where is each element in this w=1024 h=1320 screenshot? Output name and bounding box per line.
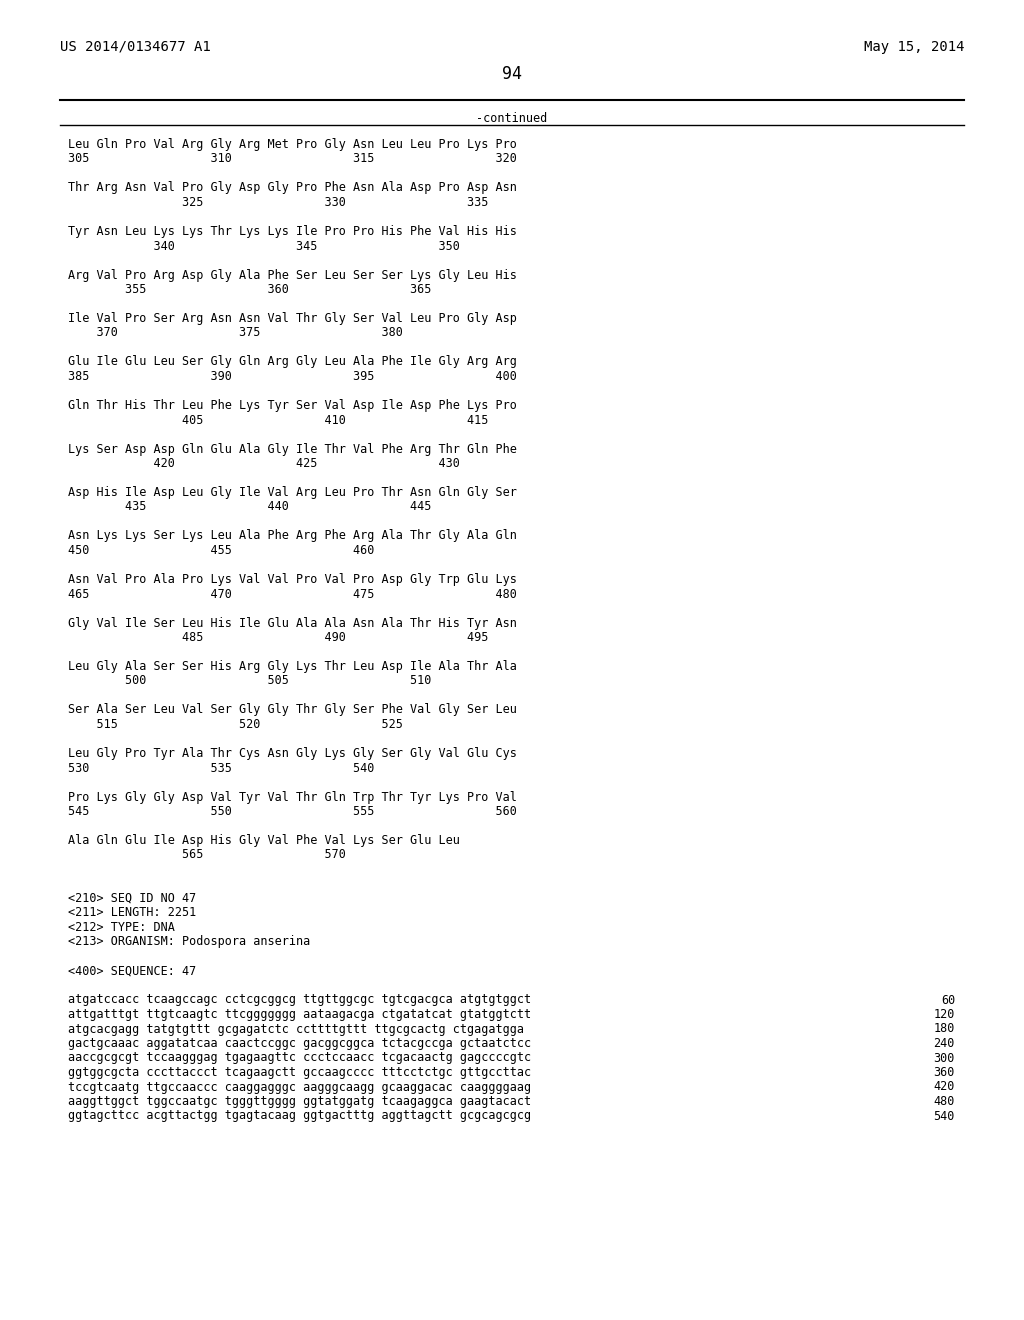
Text: aaggttggct tggccaatgc tgggttgggg ggtatggatg tcaagaggca gaagtacact: aaggttggct tggccaatgc tgggttgggg ggtatgg… <box>68 1096 531 1107</box>
Text: 94: 94 <box>502 65 522 83</box>
Text: 180: 180 <box>934 1023 955 1035</box>
Text: Leu Gly Ala Ser Ser His Arg Gly Lys Thr Leu Asp Ile Ala Thr Ala: Leu Gly Ala Ser Ser His Arg Gly Lys Thr … <box>68 660 517 673</box>
Text: Arg Val Pro Arg Asp Gly Ala Phe Ser Leu Ser Ser Lys Gly Leu His: Arg Val Pro Arg Asp Gly Ala Phe Ser Leu … <box>68 268 517 281</box>
Text: 435                 440                 445: 435 440 445 <box>68 500 431 513</box>
Text: Leu Gly Pro Tyr Ala Thr Cys Asn Gly Lys Gly Ser Gly Val Glu Cys: Leu Gly Pro Tyr Ala Thr Cys Asn Gly Lys … <box>68 747 517 760</box>
Text: 515                 520                 525: 515 520 525 <box>68 718 402 731</box>
Text: 385                 390                 395                 400: 385 390 395 400 <box>68 370 517 383</box>
Text: 420                 425                 430: 420 425 430 <box>68 457 460 470</box>
Text: Ile Val Pro Ser Arg Asn Asn Val Thr Gly Ser Val Leu Pro Gly Asp: Ile Val Pro Ser Arg Asn Asn Val Thr Gly … <box>68 312 517 325</box>
Text: 300: 300 <box>934 1052 955 1064</box>
Text: Asn Lys Lys Ser Lys Leu Ala Phe Arg Phe Arg Ala Thr Gly Ala Gln: Asn Lys Lys Ser Lys Leu Ala Phe Arg Phe … <box>68 529 517 543</box>
Text: Ser Ala Ser Leu Val Ser Gly Gly Thr Gly Ser Phe Val Gly Ser Leu: Ser Ala Ser Leu Val Ser Gly Gly Thr Gly … <box>68 704 517 717</box>
Text: 305                 310                 315                 320: 305 310 315 320 <box>68 153 517 165</box>
Text: 370                 375                 380: 370 375 380 <box>68 326 402 339</box>
Text: -continued: -continued <box>476 112 548 125</box>
Text: Leu Gln Pro Val Arg Gly Arg Met Pro Gly Asn Leu Leu Pro Lys Pro: Leu Gln Pro Val Arg Gly Arg Met Pro Gly … <box>68 139 517 150</box>
Text: US 2014/0134677 A1: US 2014/0134677 A1 <box>60 40 211 54</box>
Text: aaccgcgcgt tccaagggag tgagaagttc ccctccaacc tcgacaactg gagccccgtc: aaccgcgcgt tccaagggag tgagaagttc ccctcca… <box>68 1052 531 1064</box>
Text: 485                 490                 495: 485 490 495 <box>68 631 488 644</box>
Text: 480: 480 <box>934 1096 955 1107</box>
Text: Asn Val Pro Ala Pro Lys Val Val Pro Val Pro Asp Gly Trp Glu Lys: Asn Val Pro Ala Pro Lys Val Val Pro Val … <box>68 573 517 586</box>
Text: 565                 570: 565 570 <box>68 849 346 862</box>
Text: attgatttgt ttgtcaagtc ttcggggggg aataagacga ctgatatcat gtatggtctt: attgatttgt ttgtcaagtc ttcggggggg aataaga… <box>68 1008 531 1020</box>
Text: <211> LENGTH: 2251: <211> LENGTH: 2251 <box>68 907 197 920</box>
Text: 500                 505                 510: 500 505 510 <box>68 675 431 688</box>
Text: 120: 120 <box>934 1008 955 1020</box>
Text: 545                 550                 555                 560: 545 550 555 560 <box>68 805 517 818</box>
Text: 360: 360 <box>934 1067 955 1078</box>
Text: atgcacgagg tatgtgttt gcgagatctc ccttttgttt ttgcgcactg ctgagatgga: atgcacgagg tatgtgttt gcgagatctc ccttttgt… <box>68 1023 524 1035</box>
Text: Tyr Asn Leu Lys Lys Thr Lys Lys Ile Pro Pro His Phe Val His His: Tyr Asn Leu Lys Lys Thr Lys Lys Ile Pro … <box>68 224 517 238</box>
Text: 405                 410                 415: 405 410 415 <box>68 413 488 426</box>
Text: ggtggcgcta cccttaccct tcagaagctt gccaagcccc tttcctctgc gttgccttac: ggtggcgcta cccttaccct tcagaagctt gccaagc… <box>68 1067 531 1078</box>
Text: <210> SEQ ID NO 47: <210> SEQ ID NO 47 <box>68 892 197 906</box>
Text: ggtagcttcc acgttactgg tgagtacaag ggtgactttg aggttagctt gcgcagcgcg: ggtagcttcc acgttactgg tgagtacaag ggtgact… <box>68 1110 531 1122</box>
Text: 60: 60 <box>941 994 955 1006</box>
Text: 540: 540 <box>934 1110 955 1122</box>
Text: Gln Thr His Thr Leu Phe Lys Tyr Ser Val Asp Ile Asp Phe Lys Pro: Gln Thr His Thr Leu Phe Lys Tyr Ser Val … <box>68 399 517 412</box>
Text: Thr Arg Asn Val Pro Gly Asp Gly Pro Phe Asn Ala Asp Pro Asp Asn: Thr Arg Asn Val Pro Gly Asp Gly Pro Phe … <box>68 181 517 194</box>
Text: Glu Ile Glu Leu Ser Gly Gln Arg Gly Leu Ala Phe Ile Gly Arg Arg: Glu Ile Glu Leu Ser Gly Gln Arg Gly Leu … <box>68 355 517 368</box>
Text: atgatccacc tcaagccagc cctcgcggcg ttgttggcgc tgtcgacgca atgtgtggct: atgatccacc tcaagccagc cctcgcggcg ttgttgg… <box>68 994 531 1006</box>
Text: <400> SEQUENCE: 47: <400> SEQUENCE: 47 <box>68 965 197 978</box>
Text: Pro Lys Gly Gly Asp Val Tyr Val Thr Gln Trp Thr Tyr Lys Pro Val: Pro Lys Gly Gly Asp Val Tyr Val Thr Gln … <box>68 791 517 804</box>
Text: Lys Ser Asp Asp Gln Glu Ala Gly Ile Thr Val Phe Arg Thr Gln Phe: Lys Ser Asp Asp Gln Glu Ala Gly Ile Thr … <box>68 442 517 455</box>
Text: 465                 470                 475                 480: 465 470 475 480 <box>68 587 517 601</box>
Text: 450                 455                 460: 450 455 460 <box>68 544 375 557</box>
Text: gactgcaaac aggatatcaa caactccggc gacggcggca tctacgccga gctaatctcc: gactgcaaac aggatatcaa caactccggc gacggcg… <box>68 1038 531 1049</box>
Text: Ala Gln Glu Ile Asp His Gly Val Phe Val Lys Ser Glu Leu: Ala Gln Glu Ile Asp His Gly Val Phe Val … <box>68 834 460 847</box>
Text: Asp His Ile Asp Leu Gly Ile Val Arg Leu Pro Thr Asn Gln Gly Ser: Asp His Ile Asp Leu Gly Ile Val Arg Leu … <box>68 486 517 499</box>
Text: Gly Val Ile Ser Leu His Ile Glu Ala Ala Asn Ala Thr His Tyr Asn: Gly Val Ile Ser Leu His Ile Glu Ala Ala … <box>68 616 517 630</box>
Text: tccgtcaatg ttgccaaccc caaggagggc aagggcaagg gcaaggacac caaggggaag: tccgtcaatg ttgccaaccc caaggagggc aagggca… <box>68 1081 531 1093</box>
Text: 325                 330                 335: 325 330 335 <box>68 195 488 209</box>
Text: 530                 535                 540: 530 535 540 <box>68 762 375 775</box>
Text: <212> TYPE: DNA: <212> TYPE: DNA <box>68 921 175 935</box>
Text: <213> ORGANISM: Podospora anserina: <213> ORGANISM: Podospora anserina <box>68 936 310 949</box>
Text: May 15, 2014: May 15, 2014 <box>863 40 964 54</box>
Text: 355                 360                 365: 355 360 365 <box>68 282 431 296</box>
Text: 240: 240 <box>934 1038 955 1049</box>
Text: 340                 345                 350: 340 345 350 <box>68 239 460 252</box>
Text: 420: 420 <box>934 1081 955 1093</box>
